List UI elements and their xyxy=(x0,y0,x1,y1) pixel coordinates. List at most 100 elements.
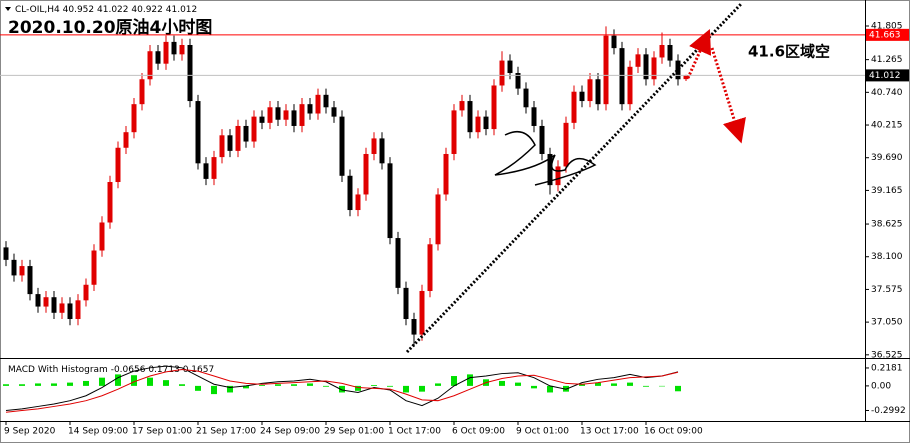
price-level-box xyxy=(866,69,909,82)
candle-body xyxy=(131,104,137,133)
candle-body xyxy=(595,79,601,105)
macd-bar xyxy=(51,383,57,386)
candle-body xyxy=(363,153,369,195)
candle-body xyxy=(419,290,425,335)
candle-body xyxy=(627,66,633,105)
candle-body xyxy=(587,79,593,102)
candle-body xyxy=(563,122,569,167)
x-tick-label: 13 Oct 17:00 xyxy=(580,427,639,437)
candle-body xyxy=(195,101,201,164)
candle-body xyxy=(499,60,505,86)
macd-main-line xyxy=(5,365,679,412)
macd-bar xyxy=(611,383,617,386)
candle-body xyxy=(675,60,681,80)
candle-body xyxy=(643,54,649,80)
candle-body xyxy=(107,182,113,223)
y-tick-label: 41.265 xyxy=(871,55,903,65)
candle-body xyxy=(299,104,305,126)
macd-bar xyxy=(131,375,137,386)
macd-bar xyxy=(307,383,313,386)
candle-body xyxy=(659,45,665,58)
macd-tick-label: -0.2992 xyxy=(871,406,906,416)
candle-body xyxy=(203,163,209,179)
trend-line xyxy=(405,1,744,354)
candle-body xyxy=(579,91,585,102)
candle-body xyxy=(35,294,41,307)
x-tick-label: 21 Sep 17:00 xyxy=(196,427,256,437)
candle-body xyxy=(235,125,241,151)
candle-body xyxy=(67,303,73,320)
macd-bar xyxy=(339,385,345,393)
macd-bar xyxy=(3,384,9,386)
candle-body xyxy=(27,266,33,295)
price-level-box xyxy=(866,28,909,41)
candle-body xyxy=(227,135,233,151)
candle-body xyxy=(179,45,185,55)
macd-tick-label: 0.2181 xyxy=(871,363,903,373)
candle-body xyxy=(323,94,329,108)
x-tick-label: 1 Oct 17:00 xyxy=(388,427,441,437)
candle-body xyxy=(355,194,361,211)
macd-bar xyxy=(659,385,665,387)
candle-body xyxy=(467,101,473,133)
candle-body xyxy=(59,303,65,313)
macd-bar xyxy=(147,377,153,386)
candle-body xyxy=(435,194,441,245)
x-tick-label: 17 Sep 01:00 xyxy=(132,427,192,437)
macd-header: MACD With Histogram -0.0656 0.1713 0.165… xyxy=(8,365,214,375)
macd-bar xyxy=(19,384,25,386)
macd-bar xyxy=(35,383,41,386)
macd-bar xyxy=(323,385,329,387)
macd-bar xyxy=(227,385,233,393)
menu-arrow xyxy=(5,7,11,11)
candle-body xyxy=(99,222,105,251)
y-tick-label: 37.050 xyxy=(871,318,903,328)
macd-bar xyxy=(403,385,409,393)
candle-body xyxy=(307,104,313,114)
price-level-label: 41.663 xyxy=(869,30,901,40)
candle-body xyxy=(475,116,481,133)
candle-body xyxy=(507,60,513,74)
candle-body xyxy=(243,125,249,142)
macd-tick-label: 0.00 xyxy=(871,381,891,391)
y-tick-label: 39.165 xyxy=(871,186,903,196)
macd-bar xyxy=(67,382,73,386)
candle-body xyxy=(259,116,265,123)
candle-body xyxy=(483,116,489,130)
x-tick-label: 16 Oct 09:00 xyxy=(644,427,703,437)
x-tick-label: 9 Oct 01:00 xyxy=(516,427,569,437)
candle-body xyxy=(123,132,129,148)
candle-body xyxy=(651,57,657,80)
candle-body xyxy=(187,45,193,102)
macd-bar xyxy=(195,385,201,391)
candle-body xyxy=(427,244,433,291)
price-level-label: 41.012 xyxy=(869,71,901,81)
candle-body xyxy=(43,297,49,307)
y-tick-label: 41.805 xyxy=(871,22,903,32)
x-tick-label: 24 Sep 09:00 xyxy=(260,427,320,437)
candle-body xyxy=(91,250,97,285)
candle-body xyxy=(211,157,217,179)
candle-body xyxy=(11,259,17,276)
macd-bar xyxy=(595,382,601,386)
macd-bar xyxy=(675,385,681,392)
candle-body xyxy=(379,138,385,164)
macd-bar xyxy=(627,382,633,386)
candle-body xyxy=(155,51,161,64)
candle-body xyxy=(339,116,345,176)
macd-bar xyxy=(355,385,361,391)
macd-bar xyxy=(275,384,281,386)
candle-body xyxy=(411,319,417,335)
candle-body xyxy=(275,107,281,120)
candle-body xyxy=(635,54,641,67)
candle-body xyxy=(547,153,553,186)
candle-body xyxy=(251,116,257,142)
symbol-header: CL-OIL,H4 40.952 41.022 40.922 41.012 xyxy=(15,5,197,15)
macd-bar xyxy=(435,383,441,386)
candle-body xyxy=(115,147,121,183)
macd-bar xyxy=(163,380,169,386)
candle-body xyxy=(283,110,289,120)
candle-body xyxy=(291,110,297,126)
candle-body xyxy=(147,51,153,80)
candle-body xyxy=(491,85,497,130)
